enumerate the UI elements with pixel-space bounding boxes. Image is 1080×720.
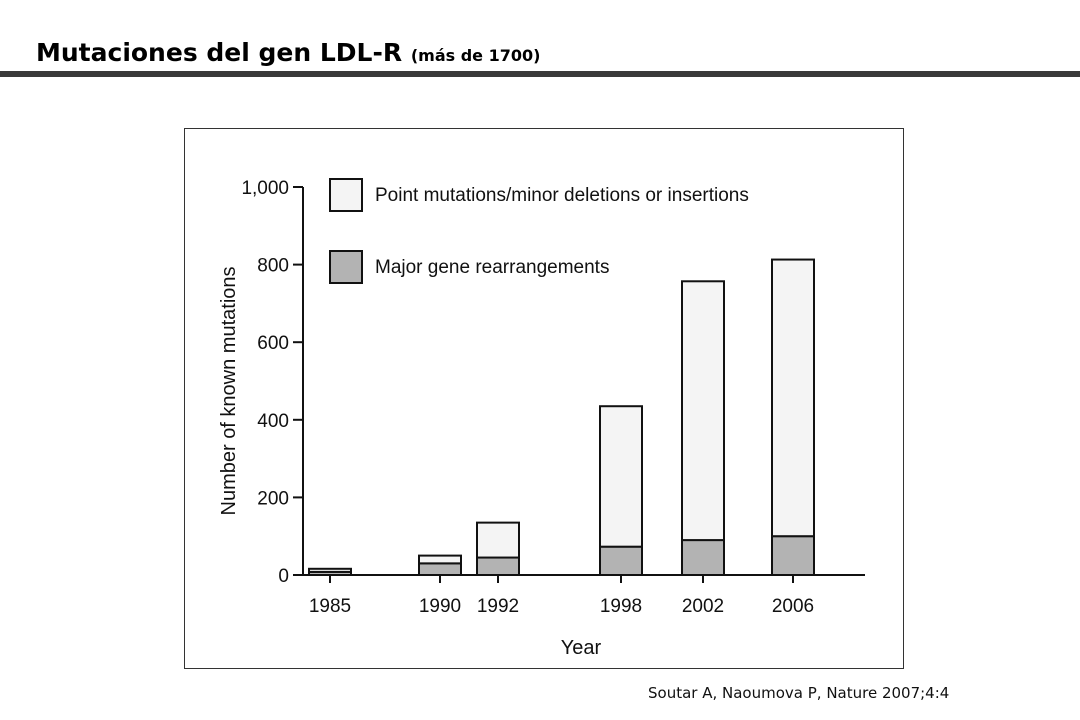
y-tick-label: 800 <box>257 256 289 277</box>
bar-segment-point-mutations <box>599 405 643 548</box>
slide-title-suffix: (más de 1700) <box>410 46 541 65</box>
legend-label: Point mutations/minor deletions or inser… <box>375 185 749 206</box>
bar-segment-rearrangements <box>681 539 725 576</box>
slide-title: Mutaciones del gen LDL-R (más de 1700) <box>36 38 540 67</box>
y-tick-label: 600 <box>257 333 289 354</box>
bar-segment-rearrangements <box>476 556 520 577</box>
slide-title-main: Mutaciones del gen LDL-R <box>36 38 403 67</box>
bar-chart: 0 200 400 600 800 1,000 Number of known mutati… <box>218 178 865 659</box>
chart-bars <box>308 258 815 577</box>
y-tick-label: 200 <box>257 488 289 509</box>
legend-label: Major gene rearrangements <box>375 257 609 278</box>
legend-swatch <box>329 178 363 212</box>
bar-segment-point-mutations <box>681 280 725 542</box>
chart-axes: 0 200 400 600 800 1,000 Number of known mutati… <box>218 178 865 659</box>
bar-segment-rearrangements <box>599 545 643 576</box>
y-tick-label: 1,000 <box>241 178 289 199</box>
title-rule <box>0 71 1080 77</box>
x-tick-label: 2002 <box>682 596 724 617</box>
chart-figure: 0 200 400 600 800 1,000 Number of known mutati… <box>184 128 904 669</box>
x-axis-title: Year <box>561 637 602 659</box>
y-tick-label: 400 <box>257 411 289 432</box>
x-tick-label: 2006 <box>772 596 814 617</box>
legend-swatch <box>329 250 363 284</box>
x-tick-label: 1998 <box>600 596 642 617</box>
bar-segment-point-mutations <box>418 554 462 565</box>
x-tick-label: 1990 <box>419 596 461 617</box>
bar-segment-rearrangements <box>771 535 815 577</box>
chart-legend: Point mutations/minor deletions or inser… <box>329 178 749 284</box>
y-axis-title: Number of known mutations <box>218 266 240 515</box>
citation: Soutar A, Naoumova P, Nature 2007;4:4 <box>648 684 950 702</box>
bar-segment-rearrangements <box>418 562 462 576</box>
x-tick-label: 1992 <box>477 596 519 617</box>
bar-segment-point-mutations <box>771 258 815 538</box>
y-tick-label: 0 <box>278 566 289 587</box>
bar-segment-point-mutations <box>308 567 352 573</box>
bar-segment-point-mutations <box>476 521 520 559</box>
x-tick-label: 1985 <box>309 596 351 617</box>
